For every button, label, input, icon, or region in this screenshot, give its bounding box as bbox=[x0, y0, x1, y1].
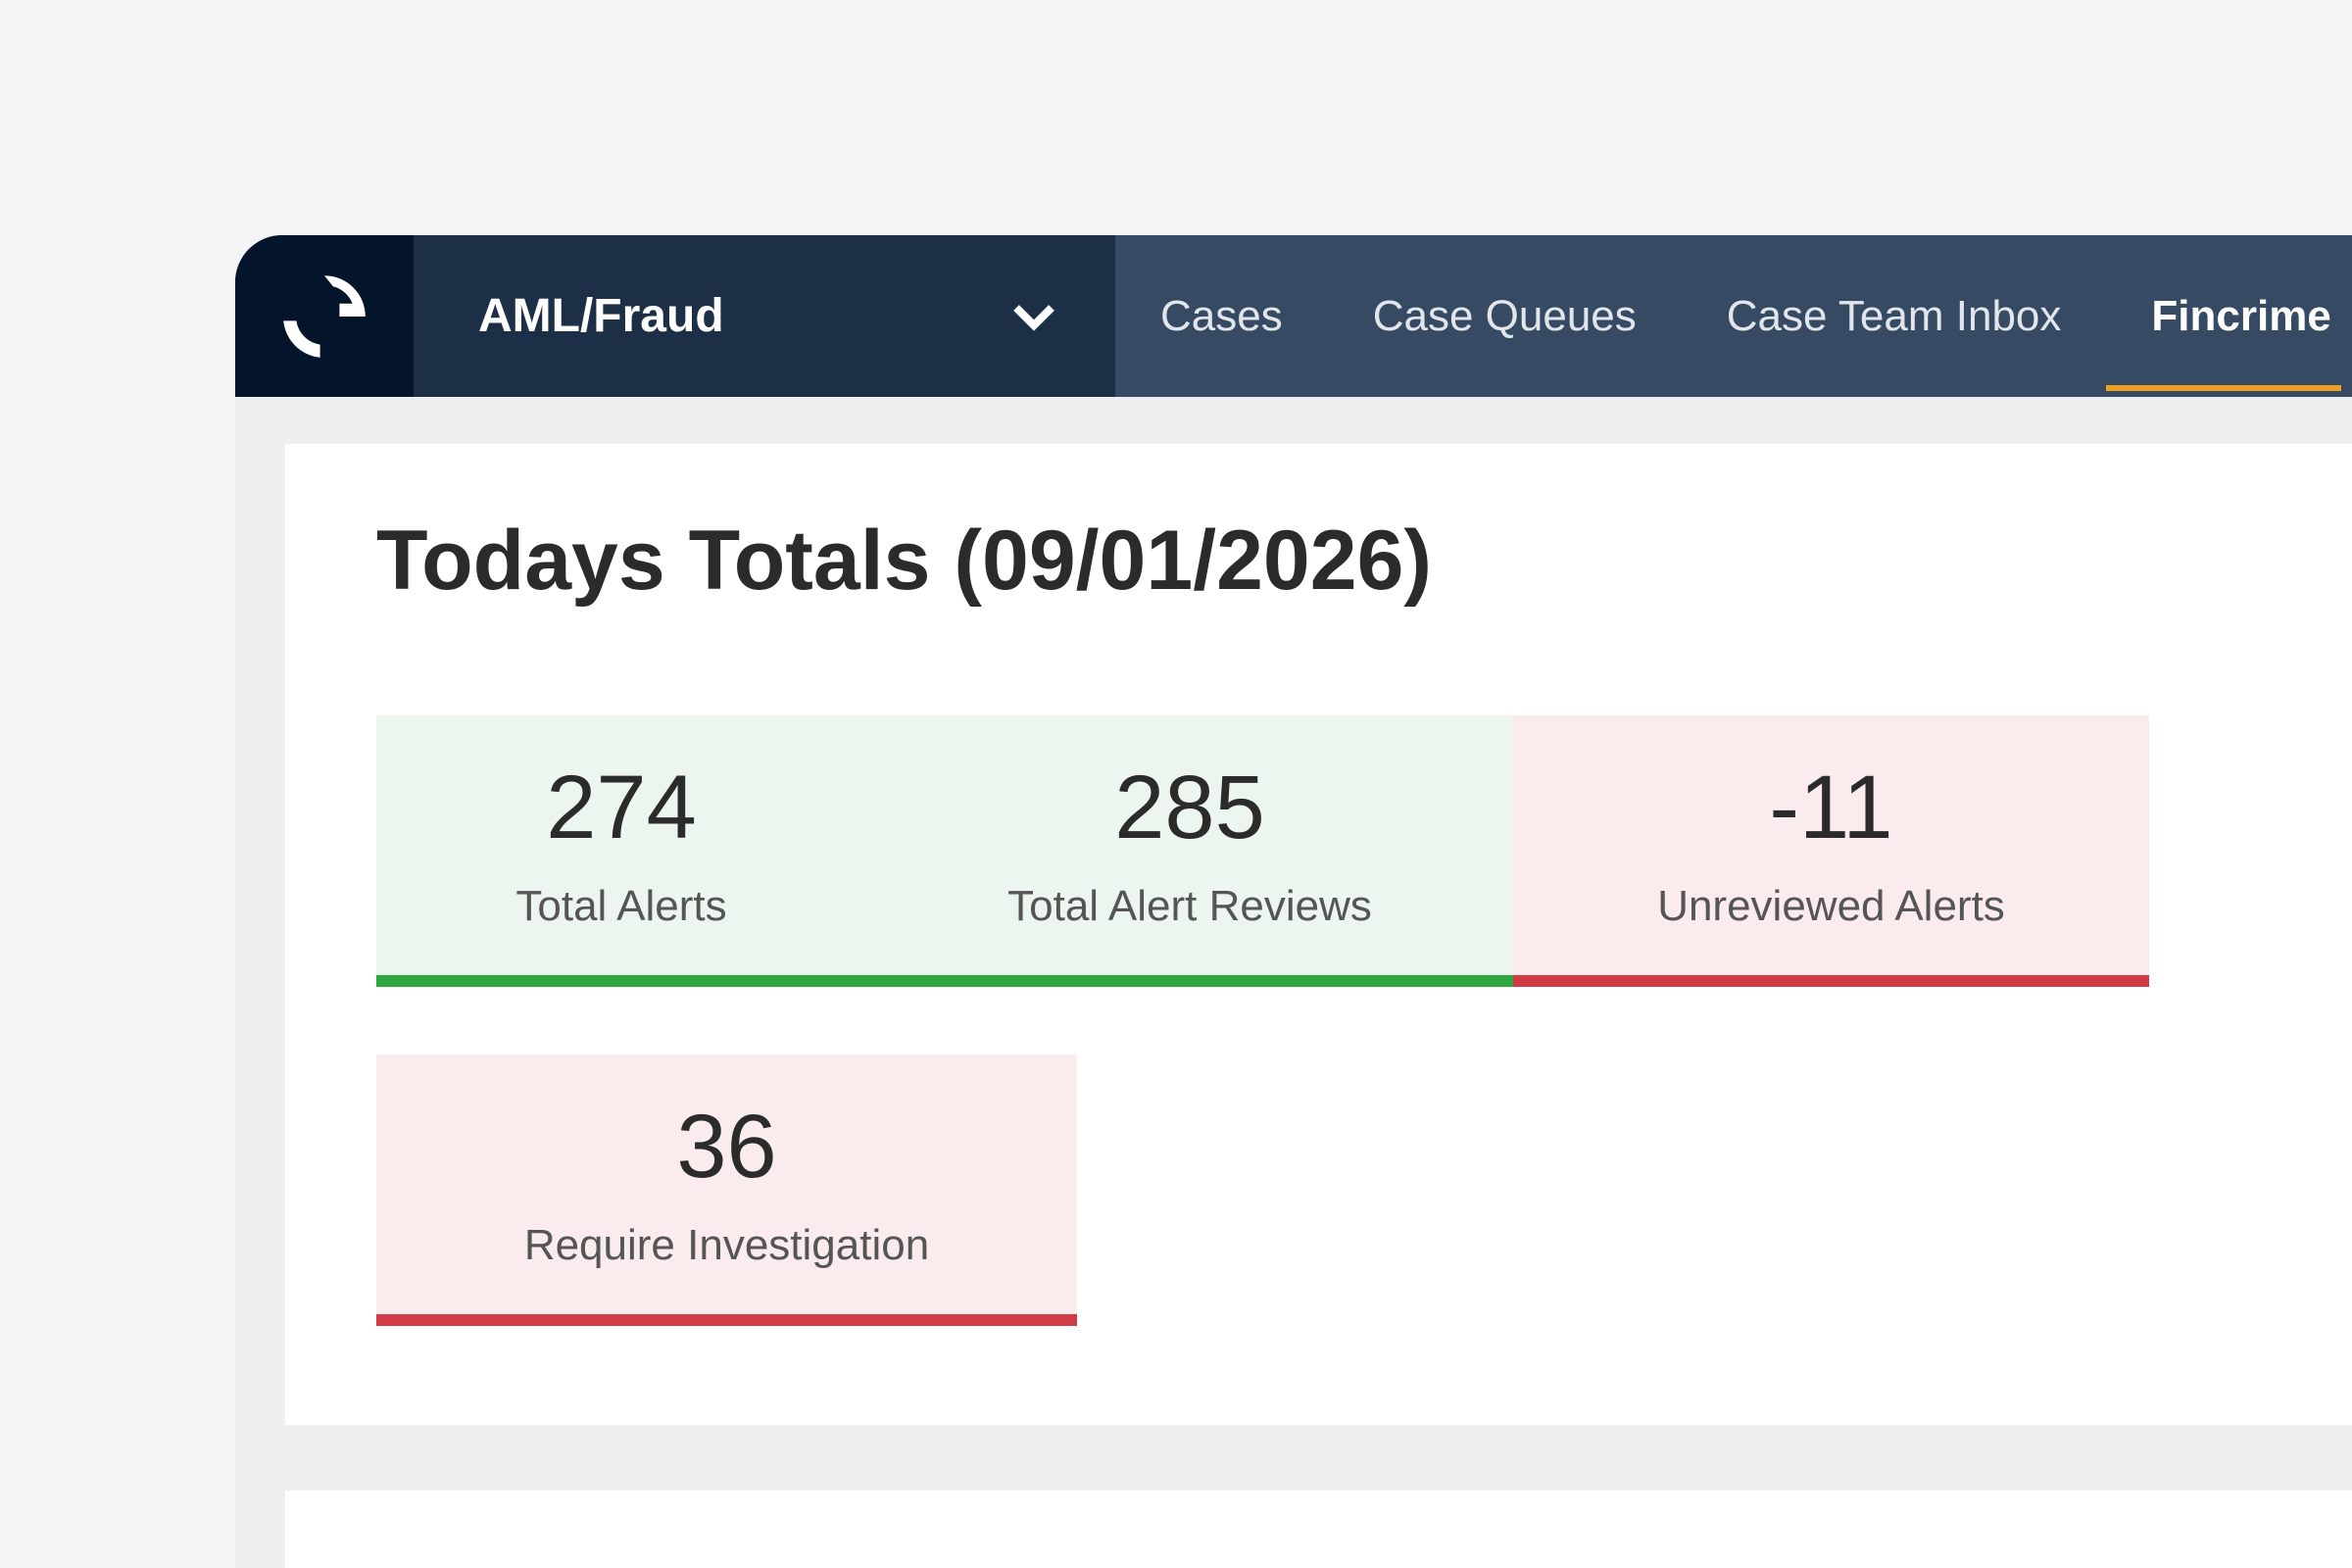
stat-label: Total Alerts bbox=[515, 882, 727, 930]
nav-item-case-team-inbox[interactable]: Case Team Inbox bbox=[1726, 292, 2062, 340]
chevron-down-icon bbox=[1013, 304, 1054, 331]
stat-require-investigation: 36 Require Investigation bbox=[376, 1054, 1077, 1326]
nav-item-case-queues[interactable]: Case Queues bbox=[1372, 292, 1637, 340]
stat-label: Total Alert Reviews bbox=[1007, 882, 1372, 930]
stat-label: Unreviewed Alerts bbox=[1657, 882, 2005, 930]
stat-value: 36 bbox=[676, 1097, 777, 1197]
top-nav: AML/Fraud Cases Case Queues Case Team In… bbox=[235, 235, 2352, 397]
nav-item-fincrime[interactable]: Fincrime bbox=[2106, 235, 2342, 397]
stat-total-alert-reviews: 285 Total Alert Reviews bbox=[866, 715, 1513, 987]
stat-label: Require Investigation bbox=[523, 1221, 930, 1269]
stat-value: 285 bbox=[1114, 758, 1265, 858]
stat-value: -11 bbox=[1769, 758, 1893, 858]
nav-items: Cases Case Queues Case Team Inbox Fincri… bbox=[1115, 235, 2342, 397]
nav-item-cases[interactable]: Cases bbox=[1160, 292, 1283, 340]
module-dropdown[interactable]: AML/Fraud bbox=[414, 235, 1115, 397]
app-window: AML/Fraud Cases Case Queues Case Team In… bbox=[235, 235, 2352, 1568]
page-title: Todays Totals (09/01/2026) bbox=[376, 514, 1433, 608]
module-label: AML/Fraud bbox=[478, 290, 724, 342]
stat-total-alerts: 274 Total Alerts bbox=[376, 715, 866, 987]
todays-totals-card: Todays Totals (09/01/2026) 274 Total Ale… bbox=[285, 444, 2352, 1425]
secondary-card bbox=[285, 1491, 2352, 1568]
logo-icon bbox=[283, 274, 366, 358]
stat-value: 274 bbox=[546, 758, 697, 858]
logo[interactable] bbox=[235, 235, 414, 397]
stat-unreviewed-alerts: -11 Unreviewed Alerts bbox=[1513, 715, 2149, 987]
